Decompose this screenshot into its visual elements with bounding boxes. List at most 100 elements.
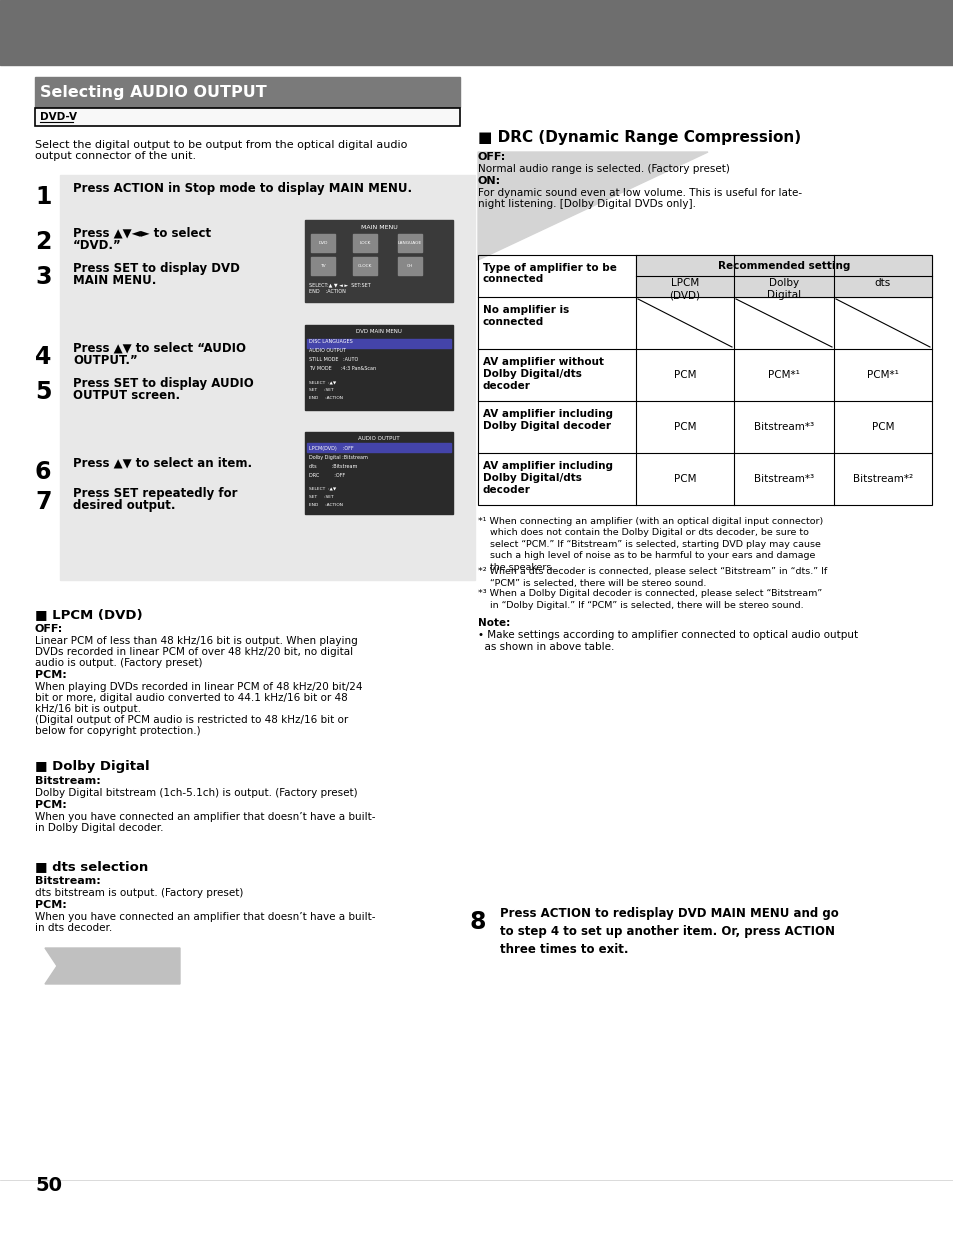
- Text: connected: connected: [482, 317, 543, 327]
- Text: Bitstream*³: Bitstream*³: [753, 474, 813, 484]
- Text: PCM:: PCM:: [35, 900, 67, 910]
- Text: DRC          :OFF: DRC :OFF: [309, 473, 345, 478]
- Text: Press ACTION in Stop mode to display MAIN MENU.: Press ACTION in Stop mode to display MAI…: [73, 182, 412, 195]
- Text: Press ACTION to redisplay DVD MAIN MENU and go
to step 4 to set up another item.: Press ACTION to redisplay DVD MAIN MENU …: [499, 906, 838, 956]
- Text: DISC LANGUAGES: DISC LANGUAGES: [309, 338, 353, 345]
- Text: AV amplifier including: AV amplifier including: [482, 409, 613, 419]
- Text: DVD-V: DVD-V: [40, 112, 77, 122]
- Bar: [305, 325, 453, 410]
- Bar: [307, 338, 451, 348]
- Text: connected: connected: [482, 274, 543, 284]
- Text: OUTPUT screen.: OUTPUT screen.: [73, 389, 180, 403]
- Text: in dts decoder.: in dts decoder.: [35, 923, 112, 932]
- Text: audio is output. (Factory preset): audio is output. (Factory preset): [35, 658, 202, 668]
- Text: DVD: DVD: [318, 241, 327, 245]
- Text: bit or more, digital audio converted to 44.1 kHz/16 bit or 48: bit or more, digital audio converted to …: [35, 693, 348, 703]
- Text: 6: 6: [35, 459, 51, 484]
- Bar: [636, 254, 931, 296]
- Text: PCM: PCM: [673, 474, 696, 484]
- Text: SET     :SET: SET :SET: [309, 388, 334, 391]
- Text: PCM*¹: PCM*¹: [767, 370, 800, 380]
- Text: AUDIO OUTPUT: AUDIO OUTPUT: [309, 348, 346, 353]
- Text: OUTPUT.”: OUTPUT.”: [73, 354, 137, 367]
- Text: Bitstream*²: Bitstream*²: [852, 474, 912, 484]
- Text: Press SET to display DVD: Press SET to display DVD: [73, 262, 239, 275]
- Text: Select the digital output to be output from the optical digital audio: Select the digital output to be output f…: [35, 140, 407, 149]
- Text: 3: 3: [35, 266, 51, 289]
- Bar: [0, 0, 953, 65]
- Text: Press SET repeatedly for: Press SET repeatedly for: [73, 487, 237, 500]
- Text: OFF:: OFF:: [477, 152, 506, 162]
- Text: Press ▲▼ to select “AUDIO: Press ▲▼ to select “AUDIO: [73, 342, 246, 354]
- Text: For dynamic sound even at low volume. This is useful for late-: For dynamic sound even at low volume. Th…: [477, 188, 801, 198]
- Text: Press ▲▼ to select an item.: Press ▲▼ to select an item.: [73, 457, 252, 471]
- Bar: [477, 254, 931, 505]
- Text: decoder: decoder: [482, 485, 530, 495]
- Polygon shape: [477, 152, 707, 261]
- Bar: [35, 77, 459, 107]
- Text: ■ DRC (Dynamic Range Compression): ■ DRC (Dynamic Range Compression): [477, 130, 801, 144]
- Text: ■ dts selection: ■ dts selection: [35, 860, 148, 873]
- Text: as shown in above table.: as shown in above table.: [477, 641, 614, 652]
- Text: ON:: ON:: [477, 177, 500, 186]
- Text: OFF:: OFF:: [35, 624, 63, 634]
- Text: END     :ACTION: END :ACTION: [309, 396, 343, 400]
- Text: decoder: decoder: [482, 382, 530, 391]
- Text: ■ LPCM (DVD): ■ LPCM (DVD): [35, 608, 143, 621]
- Text: STILL MODE   :AUTO: STILL MODE :AUTO: [309, 357, 358, 362]
- Bar: [311, 257, 335, 275]
- Text: *¹ When connecting an amplifier (with an optical digital input connector)
    wh: *¹ When connecting an amplifier (with an…: [477, 517, 822, 572]
- Text: ■ Dolby Digital: ■ Dolby Digital: [35, 760, 150, 773]
- Text: PCM: PCM: [673, 422, 696, 432]
- Text: Dolby Digital :Bitstream: Dolby Digital :Bitstream: [309, 454, 368, 459]
- Text: night listening. [Dolby Digital DVDs only].: night listening. [Dolby Digital DVDs onl…: [477, 199, 696, 209]
- Text: PCM:: PCM:: [35, 671, 67, 680]
- Text: 50: 50: [35, 1176, 62, 1195]
- Text: Dolby Digital/dts: Dolby Digital/dts: [482, 473, 581, 483]
- Text: AUDIO OUTPUT: AUDIO OUTPUT: [357, 436, 399, 441]
- Text: (Digital output of PCM audio is restricted to 48 kHz/16 bit or: (Digital output of PCM audio is restrict…: [35, 715, 348, 725]
- Text: PCM:: PCM:: [35, 800, 67, 810]
- Bar: [353, 233, 376, 252]
- Text: SELECT  :▲▼: SELECT :▲▼: [309, 487, 335, 492]
- Text: TV: TV: [320, 264, 326, 268]
- Text: 5: 5: [35, 380, 51, 404]
- Text: below for copyright protection.): below for copyright protection.): [35, 726, 200, 736]
- Text: Recommended setting: Recommended setting: [717, 261, 849, 270]
- Text: SET     :SET: SET :SET: [309, 495, 334, 499]
- Text: CLOCK: CLOCK: [357, 264, 372, 268]
- Text: LOCK: LOCK: [359, 241, 371, 245]
- Text: PCM: PCM: [673, 370, 696, 380]
- Text: END    :ACTION: END :ACTION: [309, 289, 346, 294]
- Text: Note:: Note:: [477, 618, 510, 627]
- Text: DVDs recorded in linear PCM of over 48 kHz/20 bit, no digital: DVDs recorded in linear PCM of over 48 k…: [35, 647, 353, 657]
- Text: Dolby Digital/dts: Dolby Digital/dts: [482, 369, 581, 379]
- Text: DVD MAIN MENU: DVD MAIN MENU: [355, 329, 401, 333]
- Text: *² When a dts decoder is connected, please select “Bitstream” in “dts.” If
    “: *² When a dts decoder is connected, plea…: [477, 568, 826, 588]
- Text: Type of amplifier to be: Type of amplifier to be: [482, 263, 617, 273]
- Text: *³ When a Dolby Digital decoder is connected, please select “Bitstream”
    in “: *³ When a Dolby Digital decoder is conne…: [477, 589, 821, 610]
- Text: 4: 4: [35, 345, 51, 369]
- Text: Dolby
Digital: Dolby Digital: [766, 278, 801, 300]
- Bar: [60, 175, 475, 580]
- Text: LPCM
(DVD): LPCM (DVD): [669, 278, 700, 300]
- Text: MAIN MENU: MAIN MENU: [360, 225, 397, 230]
- Text: END     :ACTION: END :ACTION: [309, 503, 343, 508]
- Text: “DVD.”: “DVD.”: [73, 240, 122, 252]
- Text: When you have connected an amplifier that doesn’t have a built-: When you have connected an amplifier tha…: [35, 911, 375, 923]
- Text: Bitstream:: Bitstream:: [35, 876, 101, 885]
- Bar: [353, 257, 376, 275]
- Bar: [397, 233, 421, 252]
- Text: • Make settings according to amplifier connected to optical audio output: • Make settings according to amplifier c…: [477, 631, 858, 641]
- Text: Linear PCM of less than 48 kHz/16 bit is output. When playing: Linear PCM of less than 48 kHz/16 bit is…: [35, 636, 357, 646]
- Text: When you have connected an amplifier that doesn’t have a built-: When you have connected an amplifier tha…: [35, 811, 375, 823]
- Text: MAIN MENU.: MAIN MENU.: [73, 274, 156, 287]
- Text: SELECT:▲ ▼ ◄ ►  SET:SET: SELECT:▲ ▼ ◄ ► SET:SET: [309, 282, 371, 287]
- Bar: [307, 443, 451, 452]
- Polygon shape: [45, 948, 180, 984]
- Text: AV amplifier without: AV amplifier without: [482, 357, 603, 367]
- Bar: [397, 257, 421, 275]
- Text: in Dolby Digital decoder.: in Dolby Digital decoder.: [35, 823, 163, 832]
- Text: SELECT  :▲▼: SELECT :▲▼: [309, 380, 335, 384]
- Text: PCM*¹: PCM*¹: [866, 370, 898, 380]
